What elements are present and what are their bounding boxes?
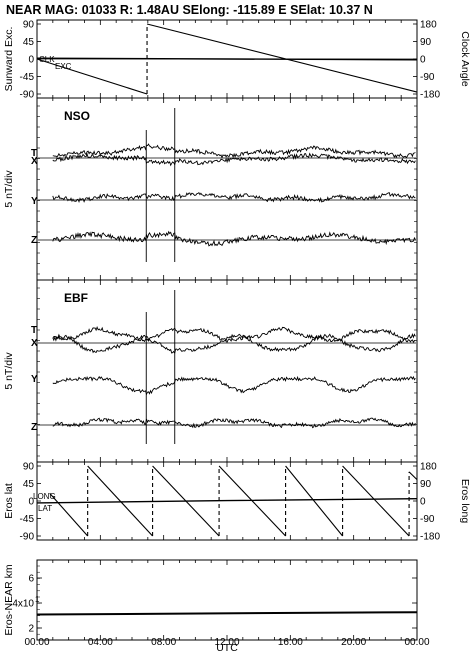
ebf-x-label: X bbox=[31, 338, 38, 349]
clock-angle-segment bbox=[36, 58, 148, 95]
x-tick-label: 00:00 bbox=[404, 637, 429, 648]
ebf-ylabel: 5 nT/div bbox=[3, 352, 15, 390]
range-line bbox=[36, 611, 418, 616]
y2-tick-label: -180 bbox=[420, 90, 440, 101]
range-tick-label: 4x10 bbox=[12, 599, 34, 610]
y2-tick-label: 0 bbox=[420, 497, 426, 508]
ebf-z-label: Z bbox=[31, 422, 37, 433]
chart-header: NEAR MAG: 01033 R: 1.48AU SElong: -115.8… bbox=[6, 3, 373, 17]
x-tick-label: 08:00 bbox=[151, 637, 176, 648]
clk-label: CLK bbox=[39, 55, 55, 64]
lat-label: LAT bbox=[38, 504, 52, 513]
nso-title: NSO bbox=[64, 109, 90, 123]
nso-trace bbox=[52, 143, 416, 159]
y2-tick-label: 90 bbox=[420, 479, 432, 490]
exc-label: EXC bbox=[55, 62, 72, 71]
ebf-y-label: Y bbox=[31, 374, 38, 385]
sunward-exc-line bbox=[36, 57, 418, 61]
nso-x-label: X bbox=[31, 156, 38, 167]
eros-near-ylabel: Eros-NEAR km bbox=[3, 564, 15, 635]
clock-angle-segment bbox=[146, 23, 418, 93]
y-tick-label: 90 bbox=[23, 462, 35, 473]
nso-t-label: T bbox=[31, 148, 37, 159]
y2-tick-label: 0 bbox=[420, 55, 426, 66]
eros-lat-line bbox=[36, 497, 418, 504]
nso-trace bbox=[52, 191, 416, 204]
y2-tick-label: 180 bbox=[420, 20, 437, 31]
eros-long-segment bbox=[49, 492, 89, 537]
range-tick-exponent: 1 bbox=[35, 595, 40, 604]
y2-tick-label: -90 bbox=[420, 514, 435, 525]
nso-z-label: Z bbox=[31, 235, 37, 246]
eros-long-segment bbox=[342, 465, 410, 537]
panel-nso-frame bbox=[36, 97, 418, 281]
chart-dynamic-layer: 00:00 04:00 08:00 12:00 16:00 20:00 00:00 90 45 0… bbox=[12, 20, 440, 649]
x-tick-label: 16:00 bbox=[278, 637, 303, 648]
ebf-title: EBF bbox=[64, 291, 88, 305]
ebf-trace bbox=[52, 333, 416, 355]
nso-trace bbox=[52, 152, 416, 167]
nso-y-label: Y bbox=[31, 196, 38, 207]
eros-lat-ylabel: Eros lat bbox=[3, 483, 15, 519]
x-tick-label: 00:00 bbox=[24, 637, 49, 648]
ebf-trace bbox=[52, 375, 416, 396]
eros-long-segment bbox=[285, 465, 344, 537]
eros-long-ylabel: Eros long bbox=[459, 479, 471, 524]
y2-tick-label: -180 bbox=[420, 532, 440, 543]
eros-long-segment bbox=[87, 465, 153, 537]
y-tick-label: -45 bbox=[20, 72, 35, 83]
clock-angle-ylabel: Clock Angle bbox=[459, 31, 471, 87]
panel-eros-range-frame bbox=[36, 559, 418, 641]
range-tick-label: 6 bbox=[28, 574, 34, 585]
y-tick-label: 0 bbox=[28, 497, 34, 508]
ebf-t-label: T bbox=[31, 325, 37, 336]
y-tick-label: 90 bbox=[23, 20, 35, 31]
y-tick-label: -45 bbox=[20, 514, 35, 525]
y-tick-label: -90 bbox=[20, 532, 35, 543]
x-tick-label: 12:00 bbox=[214, 637, 239, 648]
x-tick-label: 04:00 bbox=[88, 637, 113, 648]
y-tick-label: 0 bbox=[28, 55, 34, 66]
ebf-trace bbox=[52, 417, 416, 429]
ebf-trace bbox=[52, 325, 416, 343]
nso-trace bbox=[52, 230, 416, 247]
y2-tick-label: -90 bbox=[420, 72, 435, 83]
sunward-ylabel: Sunward Exc. bbox=[3, 27, 15, 92]
range-tick-label: 2 bbox=[28, 624, 34, 635]
y-tick-label: 45 bbox=[23, 37, 35, 48]
eros-long-segment bbox=[408, 471, 418, 481]
x-tick-label: 20:00 bbox=[341, 637, 366, 648]
y-tick-label: 45 bbox=[23, 479, 35, 490]
long-label: LONG bbox=[33, 492, 56, 501]
y-tick-label: -90 bbox=[20, 90, 35, 101]
y2-tick-label: 90 bbox=[420, 37, 432, 48]
x-axis-label: UTC bbox=[216, 642, 238, 654]
y2-tick-label: 180 bbox=[420, 462, 437, 473]
nso-ylabel: 5 nT/div bbox=[3, 170, 15, 208]
panel-ebf-frame bbox=[36, 279, 418, 463]
